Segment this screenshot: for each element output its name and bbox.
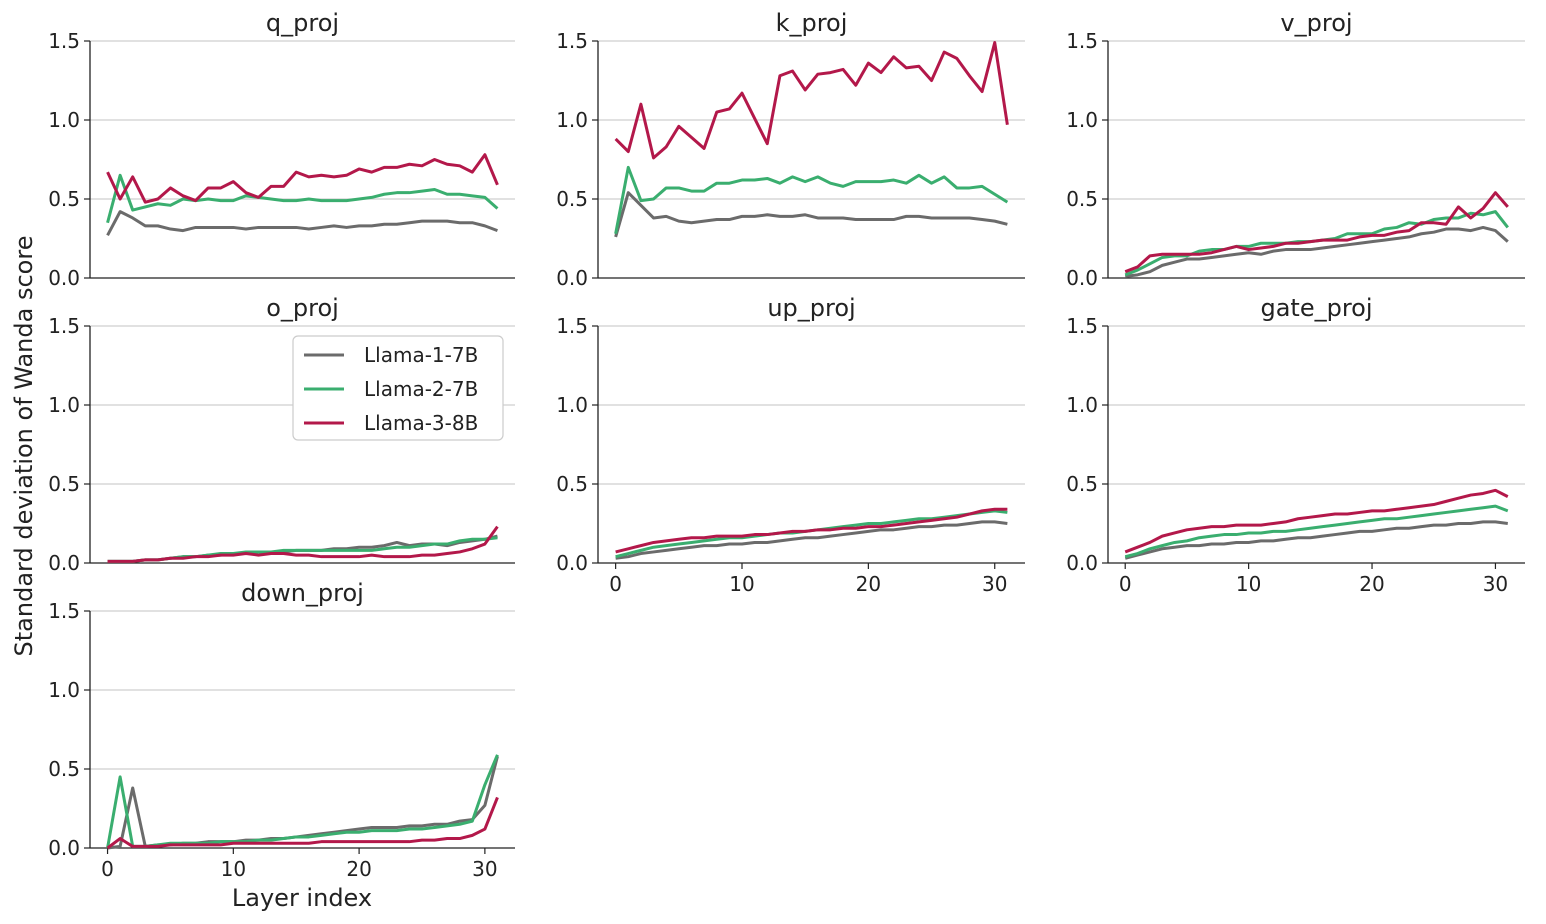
down-proj-xtick-label-0: 0 — [101, 857, 114, 881]
panel-down-proj: 0.0 0.5 1.0 1.5 0 10 20 30 down_proj — [48, 579, 515, 881]
up-proj-ytick-label-2: 1.0 — [556, 393, 588, 417]
up-proj-ytick-label-0: 0.0 — [556, 551, 588, 575]
v-proj-series-llama-1-7b — [1125, 225, 1509, 278]
k-proj-series-llama-1-7b — [614, 191, 1008, 238]
gate-proj-ytick-label-1: 0.5 — [1066, 472, 1098, 496]
q-proj-title: q_proj — [266, 9, 339, 37]
gate-proj-xtick-label-3: 30 — [1483, 572, 1508, 596]
o-proj-ytick-label-0: 0.0 — [48, 551, 80, 575]
o-proj-title: o_proj — [266, 294, 339, 322]
q-proj-ytick-label-2: 1.0 — [48, 108, 80, 132]
up-proj-ytick-label-1: 0.5 — [556, 472, 588, 496]
down-proj-xtick-label-2: 20 — [346, 857, 371, 881]
gate-proj-series-llama-3-8b — [1124, 488, 1509, 554]
panel-up-proj: 0.0 0.5 1.0 1.5 0 10 20 30 up_proj — [556, 294, 1025, 596]
k-proj-series-llama-2-7b — [614, 165, 1009, 235]
gate-proj-xtick-label-0: 0 — [1119, 572, 1132, 596]
up-proj-series-llama-3-8b — [615, 507, 1008, 554]
down-proj-series-llama-2-7b — [106, 754, 499, 849]
gate-proj-ytick-label-0: 0.0 — [1066, 551, 1098, 575]
v-proj-ytick-label-3: 1.5 — [1066, 29, 1098, 53]
gate-proj-title: gate_proj — [1260, 294, 1372, 322]
gate-proj-series-llama-1-7b — [1124, 520, 1508, 560]
up-proj-series-llama-1-7b — [615, 520, 1008, 560]
gate-proj-xtick-label-1: 10 — [1236, 572, 1261, 596]
o-proj-ytick-label-2: 1.0 — [48, 393, 80, 417]
v-proj-ytick-label-1: 0.5 — [1066, 187, 1098, 211]
up-proj-xtick-label-3: 30 — [982, 572, 1007, 596]
down-proj-ytick-label-2: 1.0 — [48, 678, 80, 702]
v-proj-series-llama-3-8b — [1124, 191, 1509, 274]
k-proj-series-llama-3-8b — [614, 41, 1009, 160]
panel-k-proj: 0.0 0.5 1.0 1.5 k_proj — [556, 9, 1025, 290]
gate-proj-xtick-label-2: 20 — [1359, 572, 1384, 596]
panel-q-proj: 0.0 0.5 1.0 1.5 q_proj — [48, 9, 515, 290]
up-proj-xtick-label-2: 20 — [856, 572, 881, 596]
gate-proj-series-llama-2-7b — [1124, 504, 1509, 559]
o-proj-ytick-label-1: 0.5 — [48, 472, 80, 496]
down-proj-ytick-label-1: 0.5 — [48, 757, 80, 781]
gate-proj-ytick-label-3: 1.5 — [1066, 314, 1098, 338]
panel-o-proj: 0.0 0.5 1.0 1.5 o_proj — [48, 294, 515, 575]
v-proj-ytick-label-0: 0.0 — [1066, 266, 1098, 290]
k-proj-ytick-label-3: 1.5 — [556, 29, 588, 53]
legend-frame — [292, 335, 504, 441]
v-proj-ytick-label-2: 1.0 — [1066, 108, 1098, 132]
q-proj-ytick-label-1: 0.5 — [48, 187, 80, 211]
k-proj-ytick-label-0: 0.0 — [556, 266, 588, 290]
y-axis-label: Standard deviation of Wanda score — [10, 236, 38, 657]
down-proj-title: down_proj — [241, 579, 364, 607]
o-proj-series-llama-3-8b — [107, 525, 499, 563]
q-proj-series-llama-2-7b — [106, 173, 499, 224]
k-proj-ytick-label-1: 0.5 — [556, 187, 588, 211]
v-proj-series-llama-2-7b — [1124, 210, 1509, 277]
legend-label-llama-1-7b: Llama-1-7B — [364, 343, 478, 367]
q-proj-ytick-label-0: 0.0 — [48, 266, 80, 290]
k-proj-ytick-label-2: 1.0 — [556, 108, 588, 132]
legend: Llama-1-7B Llama-2-7B Llama-3-8B — [292, 335, 504, 441]
x-axis-label: Layer index — [232, 884, 372, 912]
down-proj-series-llama-1-7b — [107, 755, 499, 850]
panels: 0.00.51.01.5q_proj0.00.51.01.5k_proj0.00… — [48, 9, 1525, 881]
down-proj-ytick-label-3: 1.5 — [48, 599, 80, 623]
down-proj-xtick-label-1: 10 — [221, 857, 246, 881]
legend-label-llama-2-7b: Llama-2-7B — [364, 377, 478, 401]
up-proj-xtick-label-1: 10 — [729, 572, 754, 596]
down-proj-ytick-label-0: 0.0 — [48, 836, 80, 860]
up-proj-title: up_proj — [767, 294, 855, 322]
gate-proj-ytick-label-2: 1.0 — [1066, 393, 1098, 417]
legend-label-llama-3-8b: Llama-3-8B — [364, 411, 478, 435]
up-proj-ytick-label-3: 1.5 — [556, 314, 588, 338]
o-proj-ytick-label-3: 1.5 — [48, 314, 80, 338]
k-proj-title: k_proj — [776, 9, 848, 37]
down-proj-series-llama-3-8b — [106, 796, 499, 850]
panel-v-proj: 0.0 0.5 1.0 1.5 v_proj — [1066, 9, 1525, 290]
panel-gate-proj: 0.0 0.5 1.0 1.5 0 10 20 30 gate_proj — [1066, 294, 1525, 596]
up-proj-xtick-label-0: 0 — [609, 572, 622, 596]
q-proj-series-llama-1-7b — [106, 210, 498, 237]
q-proj-ytick-label-3: 1.5 — [48, 29, 80, 53]
down-proj-xtick-label-3: 30 — [472, 857, 497, 881]
v-proj-title: v_proj — [1280, 9, 1352, 37]
q-proj-series-llama-3-8b — [106, 153, 499, 204]
